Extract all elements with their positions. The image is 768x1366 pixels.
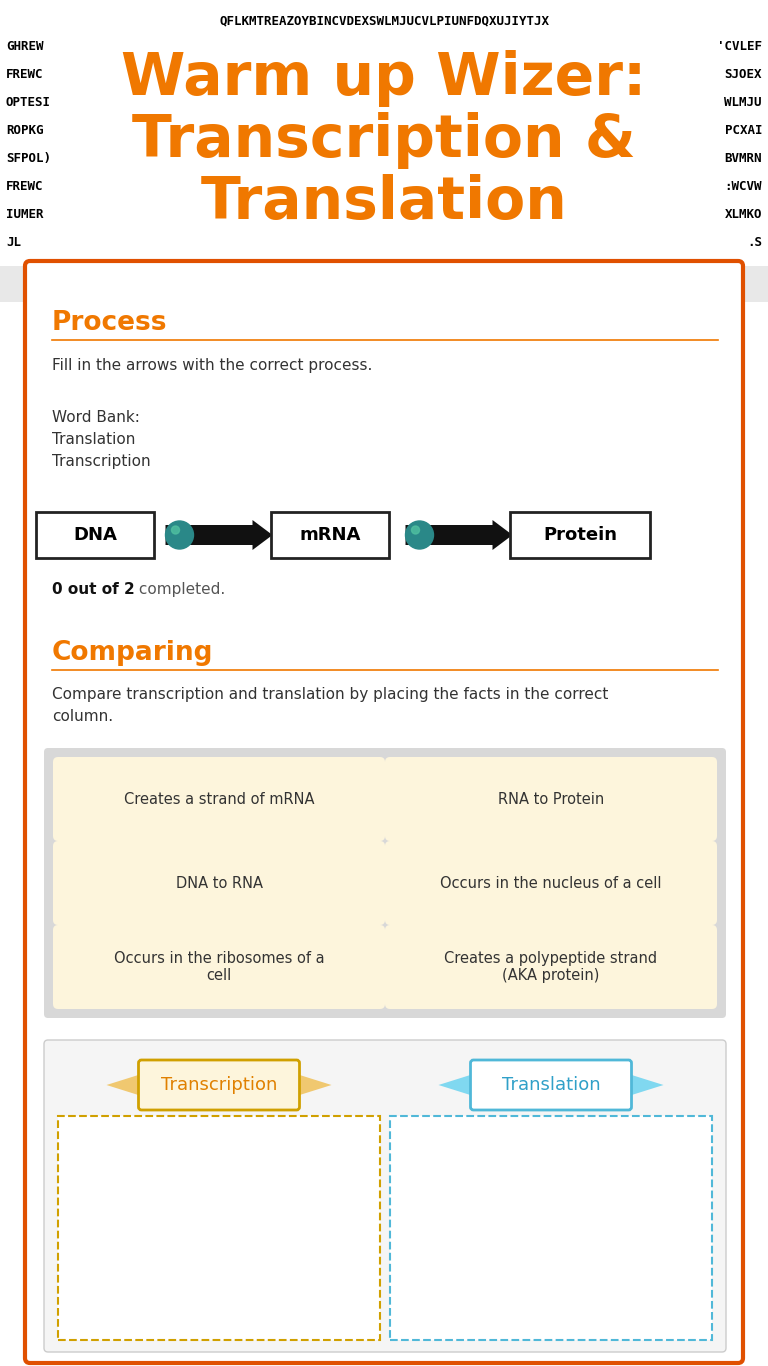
Text: :WCVW: :WCVW [724, 180, 762, 193]
Circle shape [171, 526, 180, 534]
Text: Protein: Protein [543, 526, 617, 544]
Bar [36, 512, 154, 557]
Text: OPTESI: OPTESI [6, 96, 51, 109]
Text: Occurs in the nucleus of a cell: Occurs in the nucleus of a cell [440, 876, 662, 891]
Text: PCXAI: PCXAI [724, 124, 762, 137]
Text: Creates a polypeptide strand
(AKA protein): Creates a polypeptide strand (AKA protei… [445, 951, 657, 984]
FancyBboxPatch shape [53, 841, 385, 925]
Text: FREWC: FREWC [6, 68, 44, 81]
Text: Warm up Wizer:: Warm up Wizer: [121, 51, 647, 107]
Text: SFPOL): SFPOL) [6, 152, 51, 165]
FancyBboxPatch shape [53, 757, 385, 841]
Circle shape [165, 520, 194, 549]
Text: QFLKMTREAZOYBINCVDEXSWLMJUCVLPIUNFDQXUJIYTJX: QFLKMTREAZOYBINCVDEXSWLMJUCVLPIUNFDQXUJI… [219, 14, 549, 27]
Bar [58, 1116, 380, 1340]
Circle shape [412, 526, 419, 534]
FancyBboxPatch shape [44, 1040, 726, 1352]
Text: Word Bank:: Word Bank: [52, 410, 140, 425]
FancyBboxPatch shape [25, 261, 743, 1363]
Text: BVMRN: BVMRN [724, 152, 762, 165]
Polygon shape [628, 1074, 664, 1096]
Polygon shape [296, 1074, 332, 1096]
Text: Comparing: Comparing [52, 641, 214, 667]
Bar [0, 266, 768, 302]
Text: Creates a strand of mRNA: Creates a strand of mRNA [124, 791, 314, 806]
Text: DNA to RNA: DNA to RNA [176, 876, 263, 891]
FancyBboxPatch shape [385, 841, 717, 925]
Text: Process: Process [52, 310, 167, 336]
Text: Fill in the arrows with the correct process.: Fill in the arrows with the correct proc… [52, 358, 372, 373]
Polygon shape [107, 1074, 141, 1096]
Text: DNA: DNA [73, 526, 117, 544]
Bar [271, 512, 389, 557]
Text: ROPKG: ROPKG [6, 124, 44, 137]
FancyBboxPatch shape [385, 925, 717, 1009]
FancyBboxPatch shape [44, 749, 726, 1018]
Text: FREWC: FREWC [6, 180, 44, 193]
Text: IUMER: IUMER [6, 208, 44, 221]
Bar [510, 512, 650, 557]
Text: .S: .S [747, 236, 762, 249]
Text: Translation: Translation [200, 173, 568, 231]
Text: Transcription &: Transcription & [132, 112, 636, 169]
Text: WLMJU: WLMJU [724, 96, 762, 109]
Text: Translation: Translation [502, 1076, 601, 1094]
FancyBboxPatch shape [53, 925, 385, 1009]
Polygon shape [439, 1074, 474, 1096]
Text: JL: JL [6, 236, 21, 249]
Polygon shape [406, 520, 512, 550]
Text: Transcription: Transcription [161, 1076, 277, 1094]
Text: XLMKO: XLMKO [724, 208, 762, 221]
Text: Occurs in the ribosomes of a
cell: Occurs in the ribosomes of a cell [114, 951, 324, 984]
Text: RNA to Protein: RNA to Protein [498, 791, 604, 806]
Text: completed.: completed. [134, 582, 225, 597]
FancyBboxPatch shape [385, 757, 717, 841]
FancyBboxPatch shape [138, 1060, 300, 1111]
Bar [0, 0, 768, 270]
Text: 'CVLEF: 'CVLEF [717, 40, 762, 53]
Circle shape [406, 520, 433, 549]
Text: mRNA: mRNA [300, 526, 361, 544]
FancyBboxPatch shape [471, 1060, 631, 1111]
Polygon shape [165, 520, 273, 550]
Text: SJOEX: SJOEX [724, 68, 762, 81]
Text: Compare transcription and translation by placing the facts in the correct
column: Compare transcription and translation by… [52, 687, 608, 724]
Text: 0 out of 2: 0 out of 2 [52, 582, 134, 597]
Bar [390, 1116, 712, 1340]
Text: GHREW: GHREW [6, 40, 44, 53]
Text: Translation: Translation [52, 432, 135, 447]
Text: Transcription: Transcription [52, 454, 151, 469]
